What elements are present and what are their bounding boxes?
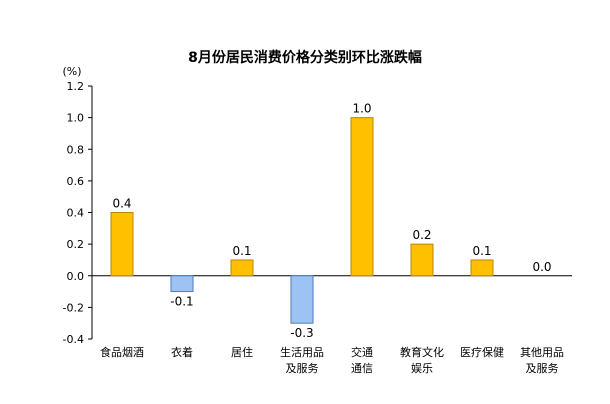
x-category-label: 娱乐	[411, 361, 433, 375]
x-category-label: 居住	[231, 345, 253, 359]
x-category-label: 医疗保健	[460, 345, 504, 359]
x-category-label: 通信	[351, 362, 373, 375]
axes: -0.4 -0.2 0.0 0.2 0.4 0.6 0.8 1.0 1.2	[63, 80, 572, 346]
x-category-label: 其他用品	[520, 346, 564, 359]
data-label: 0.2	[412, 228, 431, 242]
x-category-label: 食品烟酒	[100, 345, 144, 359]
y-tick-label: 0.6	[67, 175, 85, 188]
bar	[410, 243, 434, 277]
y-tick-label: 0.0	[67, 270, 85, 283]
data-label: -0.3	[290, 326, 313, 340]
bar	[290, 275, 314, 324]
data-label: 0.1	[472, 244, 491, 258]
data-label: 0.0	[532, 260, 551, 274]
x-category-label: 及服务	[286, 362, 319, 375]
y-tick-label: 0.2	[67, 238, 85, 251]
y-tick-label: 1.0	[67, 112, 85, 125]
x-category-label: 教育文化	[400, 345, 444, 359]
bar	[230, 259, 254, 277]
y-tick-label: 0.8	[67, 143, 85, 156]
data-label: 0.4	[112, 197, 131, 211]
y-tick-label: 0.4	[67, 207, 85, 220]
data-label: 0.1	[232, 244, 251, 258]
bar	[170, 275, 194, 293]
x-category-label: 衣着	[171, 345, 193, 359]
y-tick-label: -0.4	[63, 333, 84, 346]
x-category-label: 交通	[351, 345, 373, 359]
y-tick-label: -0.2	[63, 301, 84, 314]
bar	[470, 259, 494, 277]
data-label: 1.0	[352, 102, 371, 116]
x-category-label: 及服务	[526, 362, 559, 375]
chart-title: 8月份居民消费价格分类别环比涨跌幅	[188, 49, 422, 66]
bars-group	[110, 117, 494, 324]
bar	[350, 117, 374, 277]
y-tick-label: 1.2	[67, 80, 85, 93]
bar	[110, 212, 134, 277]
x-category-label: 生活用品	[280, 345, 324, 359]
y-axis-unit-label: (%)	[62, 65, 81, 78]
data-label: -0.1	[170, 295, 193, 309]
